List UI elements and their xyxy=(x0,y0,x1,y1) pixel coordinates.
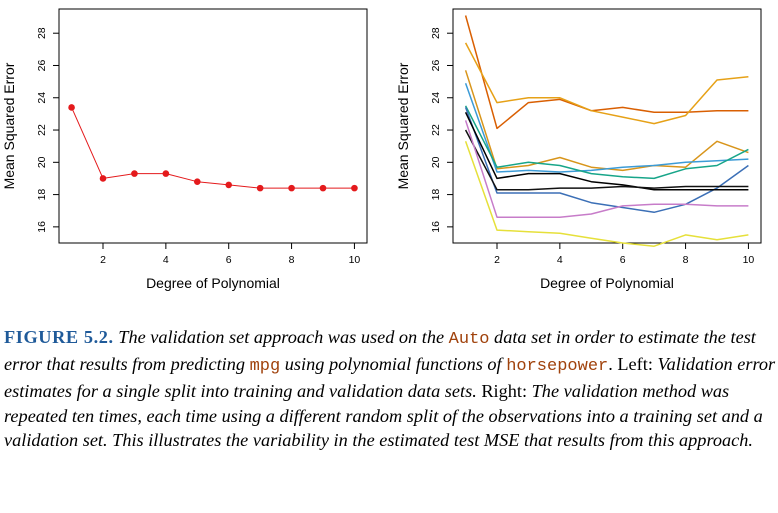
left-x-axis-title: Degree of Polynomial xyxy=(146,275,280,291)
right-series-line-8 xyxy=(464,129,749,191)
left-y-axis-title: Mean Squared Error xyxy=(1,62,17,189)
left-y-tick-label: 16 xyxy=(36,221,48,233)
right-series-line-7 xyxy=(464,111,749,191)
left-x-tick-label: 4 xyxy=(163,254,169,266)
caption-code-auto: Auto xyxy=(448,330,490,349)
right-y-tick-label: 26 xyxy=(430,59,442,71)
right-y-tick-label: 28 xyxy=(430,27,442,39)
caption-code-horsepower: horsepower xyxy=(506,357,609,377)
left-data-point xyxy=(225,181,233,189)
right-x-tick-label: 2 xyxy=(494,254,500,266)
right-series xyxy=(464,15,749,247)
left-y-tick-label: 18 xyxy=(36,189,48,201)
left-y-tick-label: 24 xyxy=(36,92,48,104)
left-series-line-1 xyxy=(71,107,355,189)
right-y-tick-label: 24 xyxy=(430,92,442,104)
right-x-tick-label: 6 xyxy=(620,254,626,266)
left-y-tick-label: 20 xyxy=(36,156,48,168)
right-series-line-2 xyxy=(464,42,749,125)
right-x-tick-label: 8 xyxy=(683,254,689,266)
left-data-point xyxy=(351,184,358,192)
left-data-point xyxy=(68,104,75,111)
caption-text-2: data set in order to estimate the test e… xyxy=(4,327,756,375)
caption-code-mpg: mpg xyxy=(249,357,281,377)
right-series-line-3 xyxy=(464,70,749,172)
right-x-axis-title: Degree of Polynomial xyxy=(540,275,674,291)
left-series xyxy=(68,104,358,192)
caption-text-7: The validation method was repeated ten t… xyxy=(4,381,763,450)
left-x-tick-label: 6 xyxy=(226,254,232,266)
left-y-tick-label: 28 xyxy=(36,27,48,39)
left-x-tick-label: 10 xyxy=(349,254,361,266)
left-x-tick-label: 8 xyxy=(289,254,295,266)
left-data-point xyxy=(193,178,201,185)
figure-label: FIGURE 5.2. xyxy=(4,327,114,347)
left-data-point xyxy=(319,184,327,192)
left-data-point xyxy=(256,184,264,192)
right-series-line-9 xyxy=(464,120,749,218)
caption-text-4: . Left: xyxy=(608,354,658,375)
right-series-line-5 xyxy=(464,105,749,180)
right-plot-frame xyxy=(452,8,762,244)
left-plot-frame xyxy=(58,8,368,244)
right-y-tick-label: 18 xyxy=(430,189,442,201)
caption-text-6: Right: xyxy=(476,381,532,402)
right-y-tick-label: 16 xyxy=(430,221,442,233)
caption-text-3: using polynomial functions of xyxy=(280,354,507,375)
caption-text-5: Validation error estimates for a single … xyxy=(4,354,776,402)
right-series-line-10 xyxy=(464,141,749,247)
caption-text-1: The validation set approach was used on … xyxy=(113,327,449,347)
left-x-tick-label: 2 xyxy=(100,254,106,266)
left-data-point xyxy=(99,175,107,182)
right-series-line-4 xyxy=(464,82,749,173)
left-data-point xyxy=(288,184,295,192)
right-y-tick-label: 20 xyxy=(430,156,442,168)
left-data-point xyxy=(131,170,138,177)
left-data-point xyxy=(162,170,170,177)
left-y-tick-label: 22 xyxy=(36,124,48,136)
right-y-axis-title: Mean Squared Error xyxy=(395,62,411,189)
right-series-line-6 xyxy=(464,107,749,214)
right-series-line-1 xyxy=(464,15,749,130)
figure-caption: FIGURE 5.2. The validation set approach … xyxy=(4,325,776,452)
right-x-tick-label: 4 xyxy=(557,254,563,266)
left-y-tick-label: 26 xyxy=(36,59,48,71)
right-y-tick-label: 22 xyxy=(430,124,442,136)
right-x-tick-label: 10 xyxy=(743,254,755,266)
